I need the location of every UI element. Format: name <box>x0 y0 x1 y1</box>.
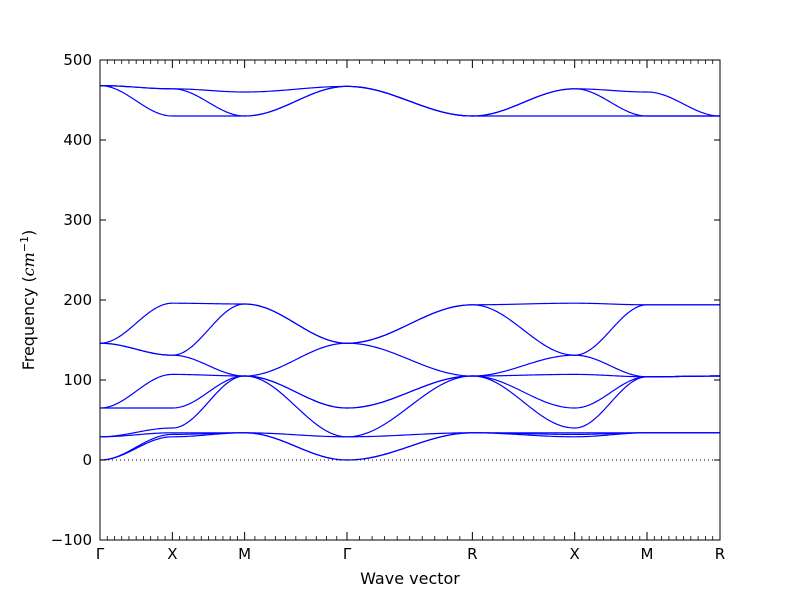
series-line <box>99 85 720 117</box>
y-tick-label: 200 <box>63 291 92 309</box>
plot-frame <box>99 59 721 541</box>
y-tick-label: 300 <box>63 211 92 229</box>
y-tick-label: 400 <box>63 131 92 149</box>
y-axis-label-unit-exp: −1 <box>18 236 31 252</box>
y-tick-label: 0 <box>82 451 92 469</box>
minor-ticks <box>106 60 714 540</box>
y-axis-label: Frequency (cm−1) <box>18 230 38 371</box>
x-tick-label: X <box>570 545 580 563</box>
series-layer <box>99 85 721 461</box>
y-axis-label-text: Frequency ( <box>19 276 38 370</box>
series-line <box>99 303 720 356</box>
plot-area <box>99 85 721 461</box>
y-axis-ticks: −100 0 100 200 300 400 500 <box>51 51 720 549</box>
x-tick-label: M <box>641 545 654 563</box>
series-line <box>99 373 720 409</box>
y-tick-label: 100 <box>63 371 92 389</box>
series-line <box>99 432 720 461</box>
x-tick-label: Γ <box>343 545 352 563</box>
y-tick-label: −100 <box>51 531 92 549</box>
x-tick-label: R <box>467 545 477 563</box>
x-tick-label: X <box>167 545 177 563</box>
x-tick-label: R <box>715 545 725 563</box>
x-axis-label: Wave vector <box>360 569 460 588</box>
series-line <box>99 375 720 438</box>
x-tick-label: Γ <box>96 545 105 563</box>
series-line <box>99 342 720 378</box>
x-tick-label: M <box>238 545 251 563</box>
y-tick-label: 500 <box>63 51 92 69</box>
y-axis-label-close: ) <box>19 230 38 236</box>
series-line <box>100 375 720 409</box>
y-axis-label-unit: cm <box>19 252 38 276</box>
